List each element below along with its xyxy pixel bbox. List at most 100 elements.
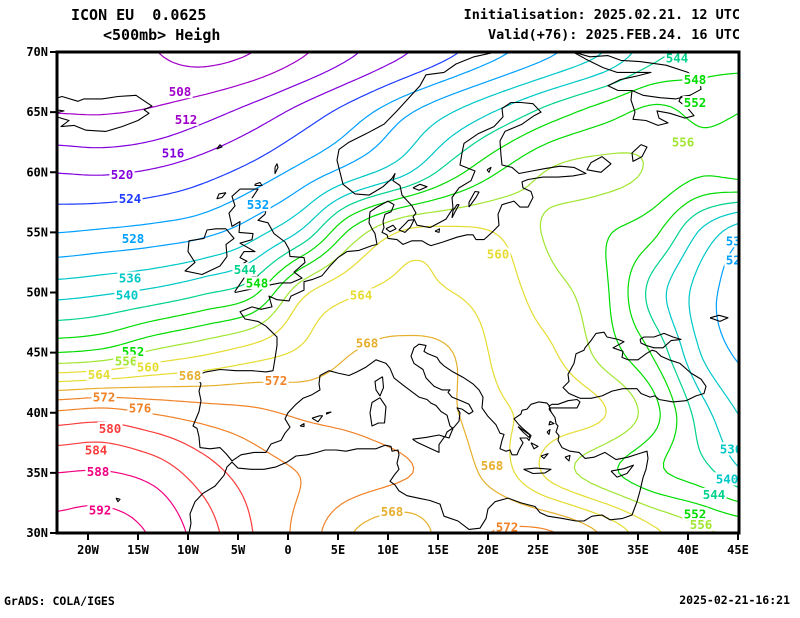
contour-label-bg	[177, 368, 203, 382]
coastline	[311, 415, 324, 423]
contour-label-552: 552	[684, 95, 707, 110]
contour-label-564: 564	[350, 287, 373, 302]
coastline	[216, 192, 227, 200]
contour-label-520: 520	[111, 167, 134, 182]
contour-label-bg	[83, 443, 109, 457]
contour-label-528: 528	[122, 231, 145, 246]
lat-axis-label: 55N	[26, 225, 48, 239]
contour-line-520	[57, 52, 410, 176]
lon-axis-label: 15E	[427, 543, 449, 557]
contour-label-540: 540	[116, 287, 139, 302]
contour-label-568: 568	[356, 336, 379, 351]
contour-label-588: 588	[87, 464, 110, 479]
coastline	[523, 467, 552, 475]
lon-axis-label: 5W	[231, 543, 246, 557]
coastline	[254, 181, 263, 187]
contour-label-556: 556	[690, 517, 713, 532]
coastline	[517, 426, 531, 438]
contour-label-532: 532	[247, 197, 270, 212]
contour-line-532	[57, 52, 739, 365]
contour-label-bg	[682, 507, 708, 521]
coastline	[709, 314, 729, 322]
contour-line-540	[57, 52, 739, 469]
contour-label-bg	[682, 96, 708, 110]
lat-axis-label: 30N	[26, 526, 48, 540]
contour-line-512	[57, 52, 311, 116]
contour-label-bg	[494, 520, 520, 533]
contour-label-540: 540	[716, 471, 739, 486]
coastline	[325, 411, 332, 415]
contour-label-548: 548	[246, 275, 269, 290]
contour-line-544	[57, 52, 739, 489]
coastline	[369, 397, 387, 427]
coastline	[572, 52, 702, 100]
contour-label-bg	[714, 472, 739, 486]
contour-label-bg	[688, 518, 714, 532]
contour-label-bg	[245, 198, 271, 212]
lon-axis-label: 20E	[477, 543, 499, 557]
contour-label-572: 572	[93, 390, 116, 405]
contour-label-bg	[87, 503, 113, 517]
contour-label-bg	[664, 52, 690, 65]
lon-axis-label: 20W	[77, 543, 99, 557]
contour-label-bg	[91, 390, 117, 404]
coastline-layer	[57, 52, 729, 533]
contour-label-bg	[263, 373, 289, 387]
contour-label-516: 516	[162, 146, 185, 161]
contour-label-544: 544	[234, 262, 257, 277]
contour-line-572	[57, 396, 558, 533]
lat-axis-label: 40N	[26, 406, 48, 420]
coastline	[564, 454, 571, 462]
coastline	[299, 423, 305, 428]
contour-label-bg	[86, 367, 112, 381]
contour-label-bg	[135, 360, 161, 374]
lon-axis-label: 0	[284, 543, 291, 557]
contour-label-568: 568	[179, 368, 202, 383]
coastline	[412, 183, 428, 191]
contour-label-536: 536	[119, 271, 142, 286]
contour-line-548	[57, 72, 739, 503]
contour-label-bg	[97, 421, 123, 435]
coastline	[639, 332, 682, 349]
contour-label-592: 592	[89, 503, 112, 518]
contour-label-bg	[724, 234, 739, 248]
contour-label-544: 544	[666, 51, 689, 66]
contour-label-576: 576	[129, 400, 152, 415]
contour-label-532: 532	[726, 233, 749, 248]
contour-line-568	[57, 334, 600, 533]
coastline	[562, 331, 707, 403]
contour-label-bg	[485, 247, 511, 261]
creation-timestamp: 2025-02-21-16:21	[679, 593, 790, 607]
contour-label-bg	[379, 504, 405, 518]
contour-line-576	[57, 407, 302, 533]
contour-line-552	[57, 103, 739, 518]
map-frame	[55, 50, 741, 535]
contour-label-568: 568	[481, 458, 504, 473]
contour-label-bg	[724, 253, 739, 267]
contour-label-bg	[173, 112, 199, 126]
coastline	[610, 464, 635, 478]
contour-label-bg	[354, 336, 380, 350]
coastline	[540, 453, 549, 459]
contour-label-bg	[232, 263, 258, 277]
lon-axis-label: 15W	[127, 543, 149, 557]
contour-label-bg	[348, 288, 374, 302]
contour-line-588	[57, 469, 187, 533]
contour-label-536: 536	[720, 441, 743, 456]
lon-axis-label: 10E	[377, 543, 399, 557]
lat-axis-label: 35N	[26, 466, 48, 480]
contour-line-580	[57, 421, 254, 533]
coastline	[586, 156, 612, 173]
contour-label-bg	[682, 73, 708, 87]
lon-axis-label: 30E	[577, 543, 599, 557]
coastline	[412, 434, 446, 453]
contour-label-560: 560	[137, 360, 160, 375]
contour-label-bg	[85, 465, 111, 479]
lat-axis-label: 60N	[26, 165, 48, 179]
contour-line-516	[57, 52, 360, 149]
contour-label-bg	[160, 146, 186, 160]
contour-label-552: 552	[684, 506, 707, 521]
lon-axis-label: 5E	[331, 543, 345, 557]
